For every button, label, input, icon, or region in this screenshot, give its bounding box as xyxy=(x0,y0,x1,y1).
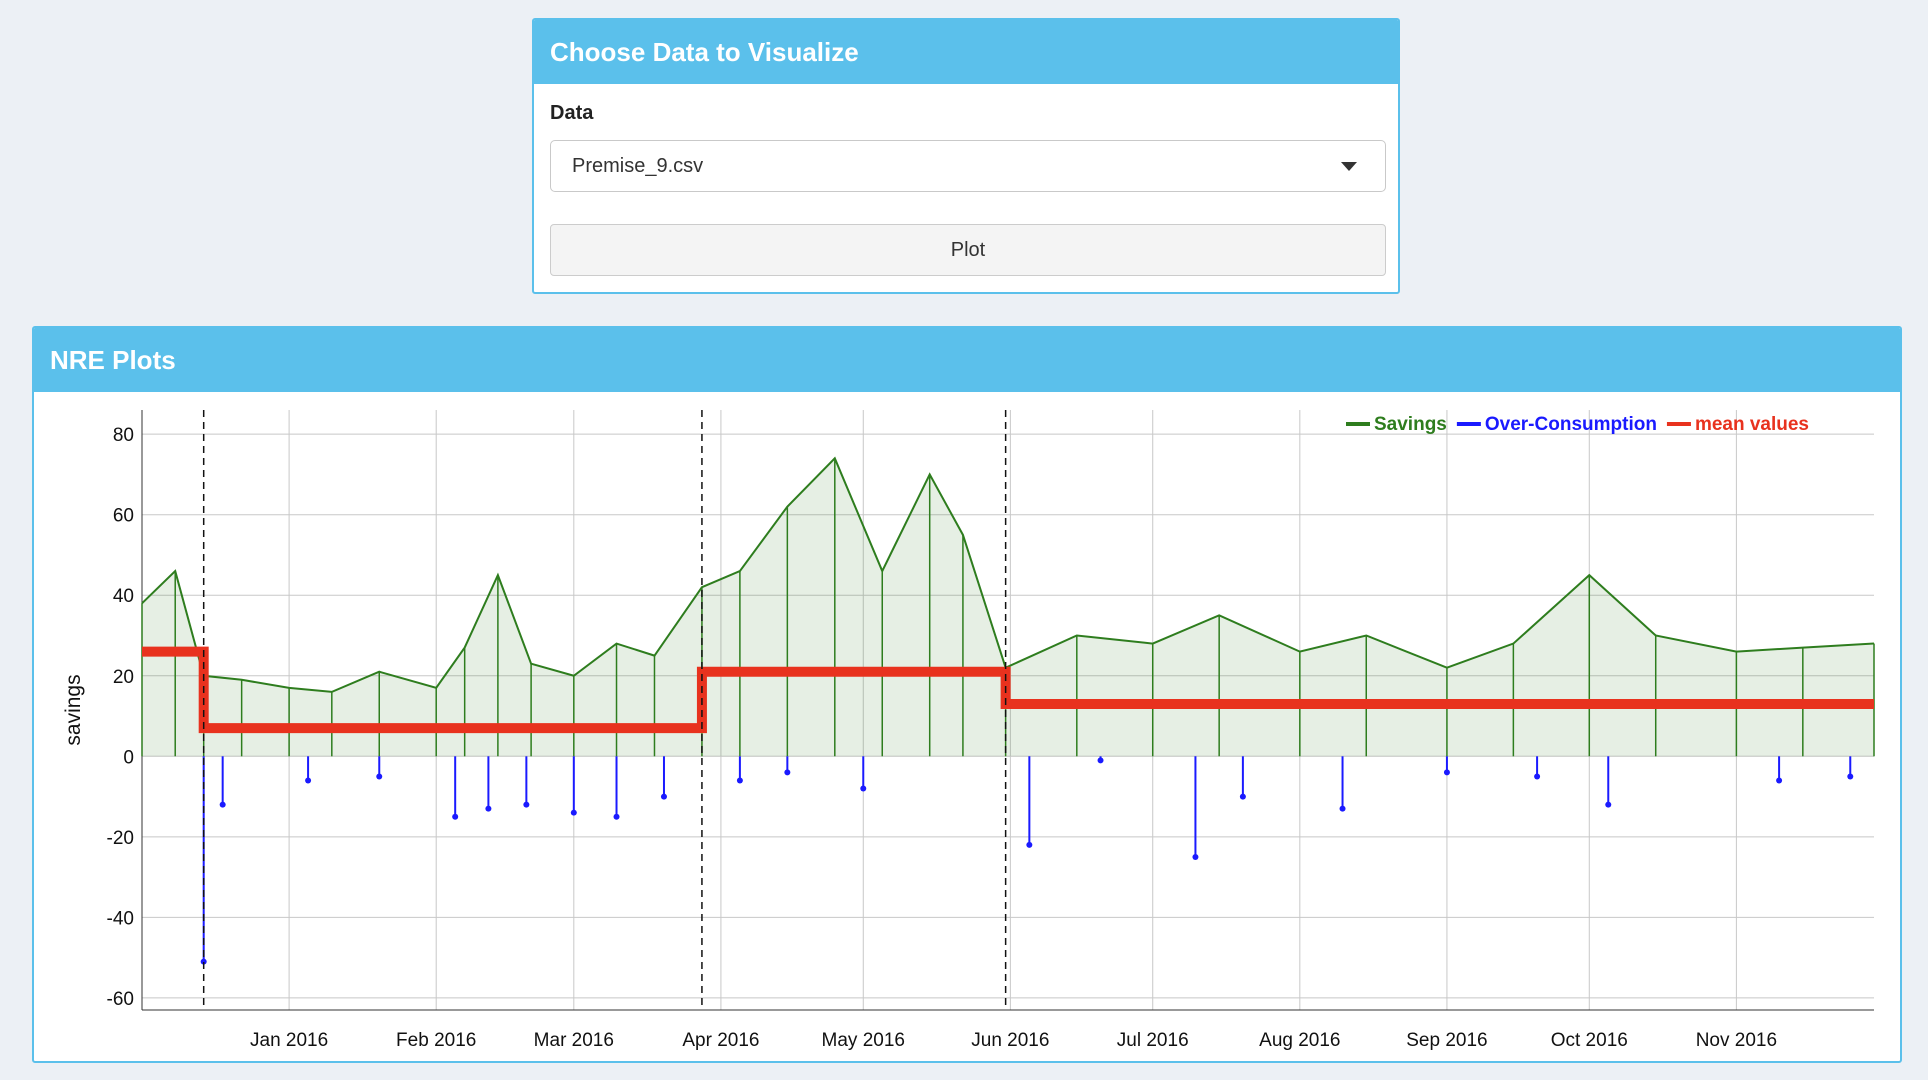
data-field-label: Data xyxy=(550,102,594,124)
y-tick-label: 20 xyxy=(113,667,134,688)
over-consumption-point xyxy=(1097,757,1104,764)
over-consumption-point xyxy=(1605,801,1612,808)
y-tick-label: -20 xyxy=(107,828,134,849)
x-tick-label: May 2016 xyxy=(822,1030,905,1051)
y-tick-label: 60 xyxy=(113,506,134,527)
x-tick-label: Feb 2016 xyxy=(396,1030,476,1051)
over-consumption-point xyxy=(1534,773,1541,780)
over-consumption-point xyxy=(660,793,667,800)
over-consumption-point xyxy=(219,801,226,808)
over-consumption-point xyxy=(523,801,530,808)
over-consumption-point xyxy=(736,777,743,784)
over-consumption-point xyxy=(1026,841,1033,848)
x-tick-label: Apr 2016 xyxy=(682,1030,759,1051)
over-consumption-point xyxy=(613,813,620,820)
over-consumption-point xyxy=(376,773,383,780)
plot-button[interactable]: Plot xyxy=(550,224,1386,276)
x-tick-label: Nov 2016 xyxy=(1696,1030,1777,1051)
panel-title: Choose Data to Visualize xyxy=(534,20,1398,84)
over-consumption-point xyxy=(452,813,459,820)
x-tick-label: Jan 2016 xyxy=(250,1030,328,1051)
nre-chart: 80 60 40 20 0 -20 -40 -60 Jan 2016 Feb 2016 Mar 20… xyxy=(62,410,1875,1051)
x-tick-label: Jul 2016 xyxy=(1117,1030,1189,1051)
x-tick-label: Mar 2016 xyxy=(534,1030,614,1051)
y-tick-label: 80 xyxy=(113,425,134,446)
chevron-down-icon xyxy=(1341,162,1357,171)
over-consumption-point xyxy=(1443,769,1450,776)
x-tick-label: Jun 2016 xyxy=(971,1030,1049,1051)
legend-entry: mean values xyxy=(1695,414,1809,435)
data-file-select[interactable]: Premise_9.csv xyxy=(550,140,1386,192)
over-consumption-point xyxy=(1192,853,1199,860)
x-tick-label: Oct 2016 xyxy=(1551,1030,1628,1051)
over-consumption-point xyxy=(200,958,207,965)
data-selection-panel: Choose Data to Visualize Data Premise_9.… xyxy=(532,18,1400,294)
nre-plots-panel: NRE Plots 80 60 40 20 0 -20 -40 -60 Jan 2016 Feb … xyxy=(32,326,1902,1063)
legend-entry: Savings xyxy=(1374,414,1447,435)
over-consumption-point xyxy=(1239,793,1246,800)
over-consumption-point xyxy=(1847,773,1854,780)
savings-area xyxy=(142,458,1874,757)
legend-entry: Over-Consumption xyxy=(1485,414,1657,435)
y-tick-label: 0 xyxy=(123,747,134,768)
over-consumption-point xyxy=(784,769,791,776)
over-consumption-point xyxy=(1776,777,1783,784)
over-consumption-point xyxy=(305,777,312,784)
y-tick-label: -60 xyxy=(107,989,134,1010)
panel-title: NRE Plots xyxy=(34,328,1900,392)
y-tick-label: 40 xyxy=(113,586,134,607)
selected-file-value: Premise_9.csv xyxy=(572,155,704,177)
over-consumption-point xyxy=(570,809,577,816)
over-consumption-point xyxy=(860,785,867,792)
over-consumption-point xyxy=(485,805,492,812)
y-tick-label: -40 xyxy=(107,908,134,929)
x-tick-label: Aug 2016 xyxy=(1259,1030,1340,1051)
y-axis-label: savings xyxy=(62,674,85,745)
x-tick-label: Sep 2016 xyxy=(1406,1030,1487,1051)
savings-series-line xyxy=(141,456,1875,693)
over-consumption-point xyxy=(1339,805,1346,812)
